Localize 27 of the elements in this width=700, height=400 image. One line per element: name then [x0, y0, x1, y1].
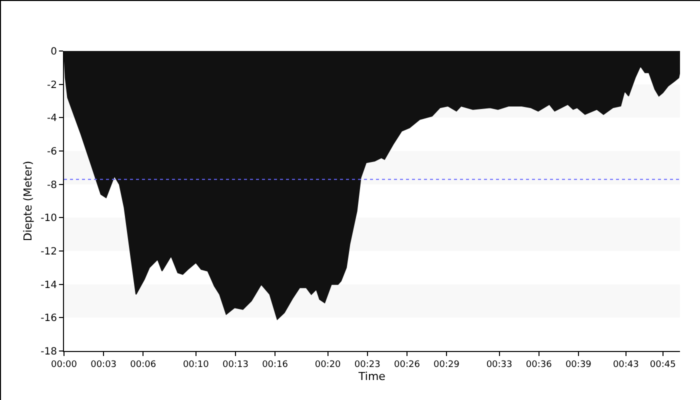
x-tick-label: 00:00 [51, 360, 78, 370]
y-tick-label: -2 [47, 80, 57, 91]
x-tick-label: 00:16 [262, 360, 288, 370]
x-tick-label: 00:33 [486, 360, 512, 370]
x-tick-label: 00:29 [434, 360, 460, 370]
x-tick-label: 00:39 [565, 360, 592, 370]
y-axis-title: Diepte (Meter) [21, 160, 34, 242]
y-tick-label: 0 [50, 46, 57, 58]
y-tick-label: -14 [40, 280, 57, 291]
y-tick-label: -8 [47, 180, 57, 191]
y-tick-label: -6 [47, 146, 57, 158]
y-tick-label: -10 [40, 213, 57, 224]
x-tick-label: 00:06 [130, 360, 156, 370]
x-axis-title: Time [358, 370, 386, 383]
x-tick-label: 00:26 [394, 360, 420, 370]
y-tick-label: -12 [40, 246, 57, 258]
x-tick-label: 00:13 [222, 360, 248, 370]
x-tick-label: 00:10 [182, 360, 210, 370]
x-tick-label: 00:36 [526, 360, 552, 370]
x-tick-label: 00:43 [612, 360, 639, 370]
y-tick-label: -16 [40, 313, 57, 324]
x-tick-label: 00:20 [314, 360, 342, 370]
y-tick-label: -4 [47, 113, 57, 124]
x-tick-label: 00:03 [90, 360, 117, 370]
x-tick-label: 00:23 [354, 360, 380, 370]
x-tick-label: 00:45 [650, 360, 676, 370]
y-tick-label: -18 [40, 346, 57, 358]
